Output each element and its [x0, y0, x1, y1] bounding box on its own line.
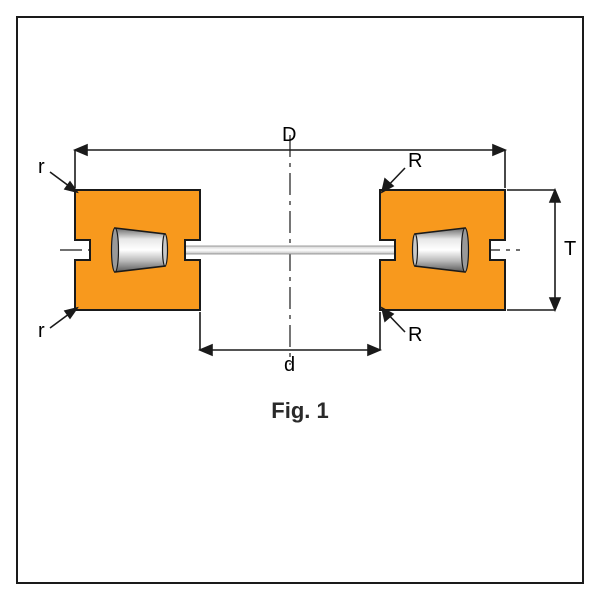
label-R-bot-arrow: [382, 308, 405, 332]
label-R-top: R: [408, 150, 422, 173]
label-r-top-arrow: [50, 172, 77, 192]
label-d: d: [284, 354, 295, 377]
label-r-bot-arrow: [50, 308, 77, 328]
roller-left: [115, 228, 165, 272]
bearing-diagram: [0, 0, 600, 600]
label-T: T: [564, 238, 576, 261]
shaft: [165, 246, 415, 254]
dimension-T: [507, 190, 560, 310]
label-R-top-arrow: [382, 168, 405, 192]
label-r-bot: r: [38, 320, 45, 343]
label-R-bot: R: [408, 324, 422, 347]
label-D: D: [282, 124, 296, 147]
label-r-top: r: [38, 156, 45, 179]
figure-caption: Fig. 1: [0, 398, 600, 424]
roller-right: [415, 228, 465, 272]
